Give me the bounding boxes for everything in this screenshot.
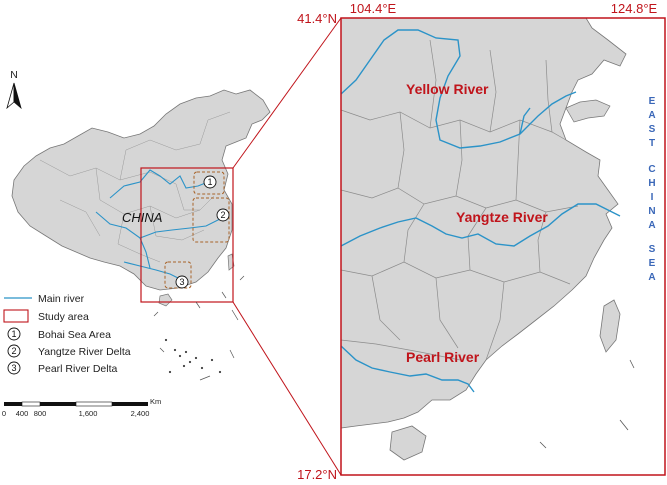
- pearl-delta-region-box: [164, 261, 192, 289]
- svg-text:H: H: [648, 178, 655, 189]
- svg-text:1: 1: [11, 329, 16, 339]
- coord-top-left: 104.4°E: [350, 1, 397, 16]
- svg-text:Pearl River Delta: Pearl River Delta: [38, 363, 118, 375]
- taiwan-island: [599, 299, 621, 353]
- yangtze-river-overview: [95, 211, 223, 239]
- pearl-river: [340, 345, 475, 393]
- leader-line-bottom: [232, 301, 342, 476]
- svg-text:E: E: [649, 96, 656, 107]
- scale-tick-2400: 2,400: [131, 409, 150, 418]
- east-china-sea-label: E A S T C H I N A S E A: [648, 96, 655, 283]
- yellow-river-overview: [109, 169, 209, 199]
- yellow-river-label: Yellow River: [406, 81, 489, 97]
- svg-text:S: S: [649, 244, 656, 255]
- scale-bar: Km 0 400 800 1,600 2,400: [2, 397, 161, 418]
- coastal-islands: [539, 359, 635, 449]
- china-label: CHINA: [122, 210, 162, 225]
- marker-2: 2: [216, 208, 230, 222]
- north-label: N: [10, 69, 18, 81]
- svg-text:I: I: [651, 192, 654, 203]
- province-boundaries-overview: [39, 111, 231, 263]
- svg-text:A: A: [648, 220, 655, 231]
- svg-text:2: 2: [11, 346, 16, 356]
- yangtze-river: [340, 203, 621, 247]
- shandong-peninsula: [565, 99, 611, 123]
- hainan-island-small: [158, 293, 173, 307]
- svg-text:N: N: [648, 206, 655, 217]
- svg-text:3: 3: [179, 277, 184, 287]
- hainan-island: [389, 425, 427, 461]
- coord-top-right: 124.8°E: [611, 1, 658, 16]
- yellow-river: [340, 29, 577, 149]
- pearl-river-label: Pearl River: [406, 349, 480, 365]
- legend-item-2: 2 Yangtze River Delta: [7, 344, 131, 358]
- legend-study-area: Study area: [38, 311, 89, 323]
- bohai-region-box: [193, 171, 225, 195]
- study-area-frame-overview: [140, 167, 234, 303]
- rivers-overview: [95, 169, 223, 281]
- detail-landmass: [340, 17, 627, 429]
- svg-text:3: 3: [11, 363, 16, 373]
- yangtze-river-label: Yangtze River: [456, 209, 548, 225]
- scale-tick-800: 800: [34, 409, 47, 418]
- north-arrow: N: [6, 69, 22, 110]
- pearl-river-overview: [123, 261, 183, 281]
- coord-lat-bottom: 17.2°N: [297, 467, 337, 482]
- rivers-detail: [340, 29, 621, 393]
- svg-text:1: 1: [207, 177, 212, 187]
- china-overview-map: CHINA 1 2 3: [11, 89, 271, 381]
- svg-text:C: C: [648, 164, 655, 175]
- leader-line-top: [232, 17, 342, 169]
- detail-map-frame: [340, 17, 666, 476]
- svg-text:Yangtze River Delta: Yangtze River Delta: [38, 346, 131, 358]
- svg-text:A: A: [648, 110, 655, 121]
- marker-1: 1: [203, 175, 217, 189]
- detail-map: Yellow River Yangtze River Pearl River E…: [340, 17, 666, 476]
- tributary-overview: [139, 237, 151, 269]
- legend-study-area-swatch: [3, 309, 29, 323]
- scale-unit: Km: [150, 397, 161, 406]
- province-boundaries-detail: [340, 39, 579, 361]
- marker-3: 3: [175, 275, 189, 289]
- legend-item-3: 3 Pearl River Delta: [7, 361, 118, 375]
- svg-text:A: A: [648, 272, 655, 283]
- svg-text:S: S: [649, 124, 656, 135]
- coord-lat-top: 41.4°N: [297, 11, 337, 26]
- map-legend: Main river Study area 1 Bohai Sea Area 2…: [3, 293, 131, 375]
- yellow-river-tributary: [519, 107, 531, 135]
- svg-text:Bohai Sea Area: Bohai Sea Area: [38, 329, 111, 341]
- scale-tick-1600: 1,600: [79, 409, 98, 418]
- svg-text:E: E: [649, 258, 656, 269]
- svg-text:2: 2: [220, 210, 225, 220]
- south-china-sea-islands: [153, 275, 245, 381]
- scale-tick-0: 0: [2, 409, 6, 418]
- svg-text:T: T: [649, 138, 655, 149]
- scale-tick-400: 400: [16, 409, 29, 418]
- yangtze-delta-region-box: [192, 197, 230, 243]
- legend-main-river: Main river: [38, 293, 85, 305]
- legend-item-1: 1 Bohai Sea Area: [7, 327, 111, 341]
